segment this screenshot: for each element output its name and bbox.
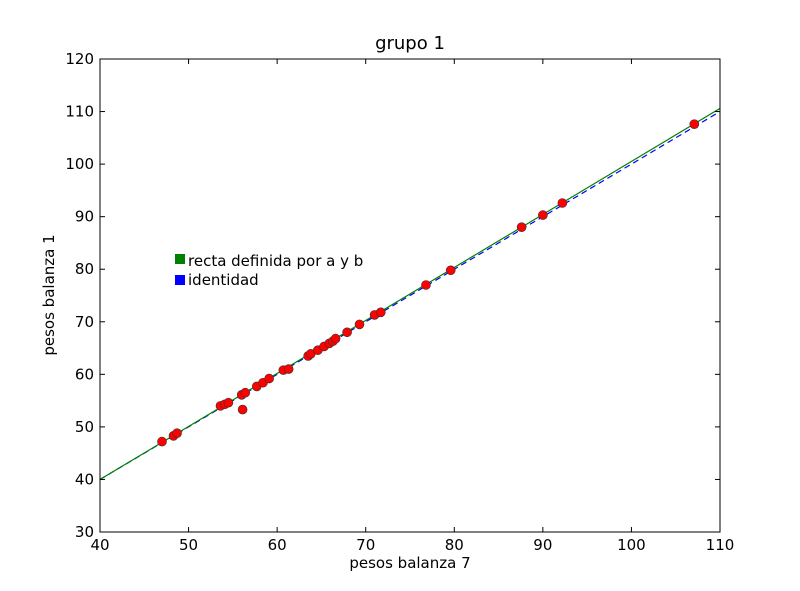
x-tick-label: 100 [617, 536, 646, 554]
x-tick-label: 110 [706, 536, 735, 554]
plot-frame [99, 58, 721, 533]
data-point [354, 319, 365, 330]
x-tick-label: 40 [90, 536, 109, 554]
y-tick-label: 80 [75, 260, 94, 278]
y-tick-label: 110 [65, 103, 94, 121]
y-tick-label: 40 [75, 470, 94, 488]
data-point [445, 265, 456, 276]
x-tick-label: 90 [533, 536, 552, 554]
data-point [375, 307, 386, 318]
axis-ticks: 40 50 60 70 80 90 100 1103040506070809010011012… [65, 50, 734, 554]
data-point [240, 387, 251, 398]
x-tick-label: 70 [356, 536, 375, 554]
y-tick-label: 90 [75, 208, 94, 226]
legend: recta definida por a y b identidad [175, 252, 363, 289]
x-axis-label: pesos balanza 7 [349, 554, 470, 572]
data-point [172, 428, 182, 438]
y-tick-label: 120 [65, 50, 94, 68]
legend-swatch-fit [175, 254, 185, 264]
data-point [516, 222, 527, 232]
data-point [421, 280, 431, 290]
data-point [223, 397, 234, 408]
y-tick-label: 70 [75, 313, 94, 331]
data-point [237, 404, 248, 415]
data-point [264, 373, 274, 384]
data-point [342, 327, 352, 338]
fit-line [100, 107, 720, 480]
data-point [689, 119, 700, 129]
data-point [538, 210, 548, 220]
x-tick-label: 50 [179, 536, 198, 554]
legend-label-identity: identidad [188, 271, 259, 289]
data-point [283, 364, 294, 374]
y-tick-label: 30 [75, 523, 94, 541]
data-point [330, 333, 341, 344]
y-tick-label: 60 [75, 365, 94, 383]
data-point [557, 198, 568, 208]
chart-title: grupo 1 [375, 33, 445, 54]
legend-label-fit: recta definida por a y b [188, 252, 363, 270]
x-tick-label: 80 [445, 536, 464, 554]
y-axis-label: pesos balanza 1 [40, 234, 58, 355]
x-tick-label: 60 [268, 536, 287, 554]
data-point [157, 436, 167, 447]
y-tick-label: 100 [65, 155, 94, 173]
y-tick-label: 50 [75, 418, 94, 436]
legend-swatch-identity [175, 275, 185, 285]
